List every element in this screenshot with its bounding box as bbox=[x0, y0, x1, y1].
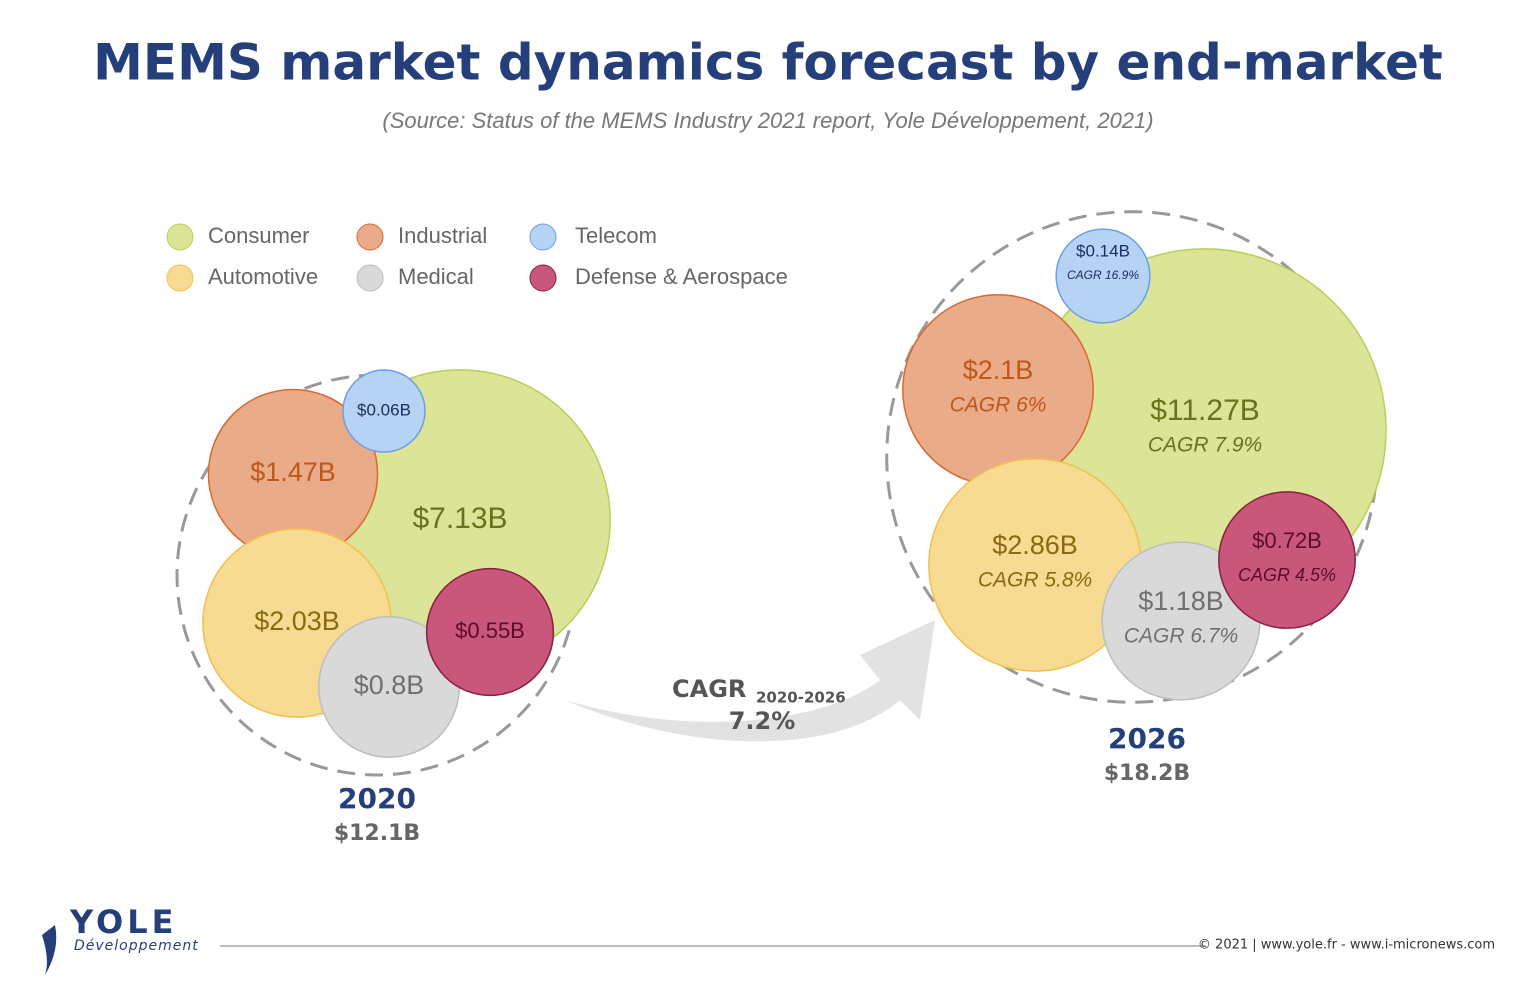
legend-swatch bbox=[529, 264, 557, 292]
legend-label: Consumer bbox=[208, 223, 309, 248]
bubble-value-label: $0.06B bbox=[357, 400, 411, 419]
bubble bbox=[1218, 491, 1356, 629]
bubble-value-label: $0.55B bbox=[455, 618, 525, 643]
logo-text: YOLE bbox=[69, 903, 177, 941]
bubble bbox=[1055, 228, 1151, 324]
bubble-cagr-label: CAGR 4.5% bbox=[1238, 565, 1336, 585]
legend-swatch bbox=[356, 223, 384, 251]
logo: YOLE Développement bbox=[42, 903, 199, 975]
subtitle: (Source: Status of the MEMS Industry 202… bbox=[382, 108, 1153, 133]
year-label: 2020 bbox=[338, 782, 416, 815]
bubble-cagr-label: CAGR 5.8% bbox=[978, 569, 1092, 592]
bubble-value-label: $1.18B bbox=[1138, 586, 1224, 616]
legend-label: Industrial bbox=[398, 223, 487, 248]
legend-swatch bbox=[356, 264, 384, 292]
bubble-value-label: $11.27B bbox=[1150, 394, 1260, 427]
bubble bbox=[342, 369, 426, 453]
legend-label: Medical bbox=[398, 264, 474, 289]
legend-label: Defense & Aerospace bbox=[575, 264, 788, 289]
title: MEMS market dynamics forecast by end-mar… bbox=[93, 34, 1443, 92]
cagr-title: CAGR bbox=[672, 675, 746, 703]
bubble-value-label: $2.86B bbox=[992, 530, 1078, 560]
bubble-value-label: $1.47B bbox=[250, 457, 336, 487]
bubble bbox=[425, 567, 555, 697]
bubble-value-label: $0.8B bbox=[354, 670, 425, 700]
legend-swatch bbox=[166, 264, 194, 292]
legend-label: Automotive bbox=[208, 264, 318, 289]
year-label: 2026 bbox=[1108, 722, 1186, 755]
legend-swatch bbox=[166, 223, 194, 251]
logo-mark bbox=[42, 925, 57, 975]
bubble-cagr-label: CAGR 6% bbox=[950, 394, 1047, 417]
bubble-value-label: $7.13B bbox=[412, 502, 507, 535]
bubble-cagr-label: CAGR 7.9% bbox=[1148, 434, 1262, 457]
bubble-value-label: $2.03B bbox=[254, 606, 340, 636]
bubble bbox=[902, 294, 1094, 486]
bubble-value-label: $0.14B bbox=[1076, 241, 1130, 260]
copyright: © 2021 | www.yole.fr - www.i-micronews.c… bbox=[1198, 938, 1495, 953]
cagr-total: 7.2% bbox=[729, 707, 796, 735]
growth-arrow bbox=[565, 620, 935, 742]
cagr-period: 2020-2026 bbox=[756, 689, 846, 707]
total-label: $18.2B bbox=[1104, 761, 1190, 786]
bubble-cagr-label: CAGR 16.9% bbox=[1067, 268, 1139, 282]
bubble-value-label: $2.1B bbox=[963, 355, 1034, 385]
logo-sub: Développement bbox=[74, 938, 199, 954]
total-label: $12.1B bbox=[334, 821, 420, 846]
legend-swatch bbox=[529, 223, 557, 251]
bubble-value-label: $0.72B bbox=[1252, 528, 1322, 553]
bubble-cagr-label: CAGR 6.7% bbox=[1124, 625, 1238, 648]
legend-label: Telecom bbox=[575, 223, 657, 248]
